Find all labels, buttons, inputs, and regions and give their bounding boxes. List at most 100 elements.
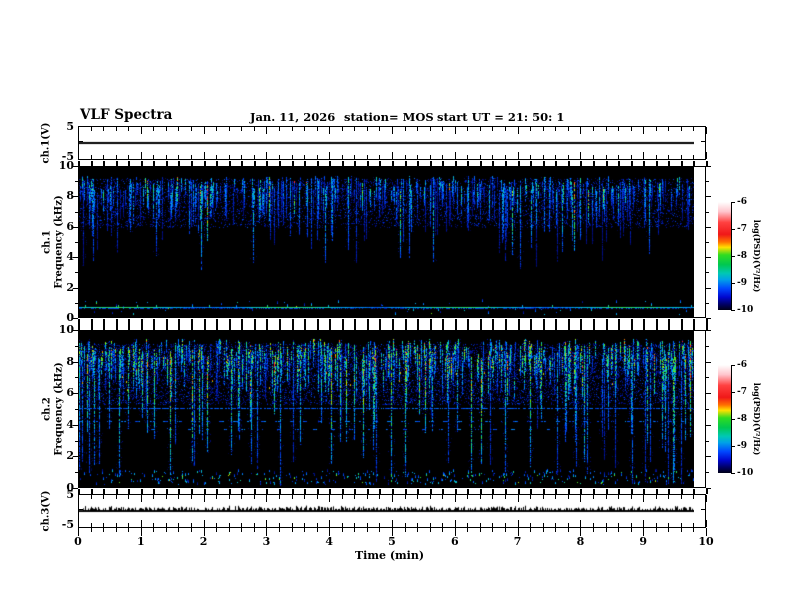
tick <box>706 488 711 489</box>
tick <box>153 160 155 166</box>
tick <box>103 528 104 532</box>
spec2-channel-label: ch.2 <box>41 397 53 421</box>
tick <box>417 127 418 131</box>
tick <box>505 523 506 527</box>
colorbar-tick-label: -8 <box>737 251 747 261</box>
tick <box>618 528 619 532</box>
tick <box>103 318 105 330</box>
tick <box>643 488 645 494</box>
tick <box>580 152 581 159</box>
colorbar-tick <box>731 202 735 203</box>
tick <box>392 488 394 494</box>
tick <box>166 495 167 499</box>
tick <box>216 127 217 131</box>
tick <box>292 528 293 532</box>
tick <box>430 488 432 494</box>
tick <box>405 155 406 159</box>
tick <box>266 520 267 527</box>
tick <box>75 346 78 347</box>
tick <box>656 495 657 499</box>
tick <box>643 152 644 159</box>
tick <box>73 425 78 426</box>
tick <box>467 528 468 532</box>
tick <box>492 523 493 527</box>
tick <box>317 528 318 532</box>
tick <box>706 488 708 494</box>
tick <box>693 160 695 166</box>
tick <box>354 318 356 330</box>
tick <box>266 528 267 536</box>
tick <box>706 528 707 536</box>
tick <box>229 523 230 527</box>
tick <box>75 272 78 273</box>
colorbar-tick-label: -10 <box>737 305 754 315</box>
tick <box>216 318 218 330</box>
tick <box>329 160 331 166</box>
tick <box>73 318 78 319</box>
tick <box>656 318 658 330</box>
tick <box>379 528 380 532</box>
tick <box>91 495 92 499</box>
tick <box>467 127 468 131</box>
tick <box>492 127 493 131</box>
tick <box>405 160 407 166</box>
tick <box>292 160 294 166</box>
freq-tick-label: 10 <box>58 323 74 336</box>
freq-tick-label: 4 <box>66 417 74 431</box>
tick <box>706 318 708 330</box>
tick <box>204 520 205 527</box>
tick <box>91 528 92 532</box>
tick <box>706 160 708 166</box>
tick <box>79 141 83 142</box>
tick <box>254 495 255 499</box>
tick <box>492 528 493 532</box>
tick <box>706 441 709 442</box>
tick <box>73 362 78 363</box>
tick <box>492 318 494 330</box>
tick <box>681 160 683 166</box>
tick <box>530 318 532 330</box>
tick <box>706 362 711 363</box>
tick <box>492 495 493 499</box>
tick <box>543 127 544 131</box>
tick <box>73 196 78 197</box>
tick <box>116 318 118 330</box>
tick <box>166 523 167 527</box>
tick <box>530 528 531 532</box>
tick <box>75 409 78 410</box>
tick <box>442 495 443 499</box>
colorbar1-label: log(PSD)(V²/Hz) <box>752 219 762 293</box>
tick <box>75 441 78 442</box>
tick <box>116 495 117 499</box>
tick <box>417 160 419 166</box>
tick <box>706 303 709 304</box>
tick <box>178 495 179 499</box>
tick <box>706 318 711 319</box>
tick <box>555 495 556 499</box>
tick <box>73 330 78 331</box>
tick <box>392 495 393 502</box>
tick <box>128 523 129 527</box>
colorbar-tick <box>731 256 735 257</box>
tick <box>543 495 544 499</box>
tick <box>342 160 344 166</box>
tick <box>455 127 456 134</box>
page-title: VLF Spectra <box>80 107 173 123</box>
tick <box>706 127 707 134</box>
tick <box>643 127 644 134</box>
tick <box>618 488 620 494</box>
tick <box>128 127 129 131</box>
tick <box>392 528 393 536</box>
tick <box>693 495 694 499</box>
tick <box>75 242 78 243</box>
tick <box>543 160 545 166</box>
tick <box>643 160 645 166</box>
tick <box>141 495 142 502</box>
tick <box>492 160 494 166</box>
tick <box>91 127 92 131</box>
tick <box>480 155 481 159</box>
tick <box>518 528 519 536</box>
tick <box>304 523 305 527</box>
tick <box>241 495 242 499</box>
